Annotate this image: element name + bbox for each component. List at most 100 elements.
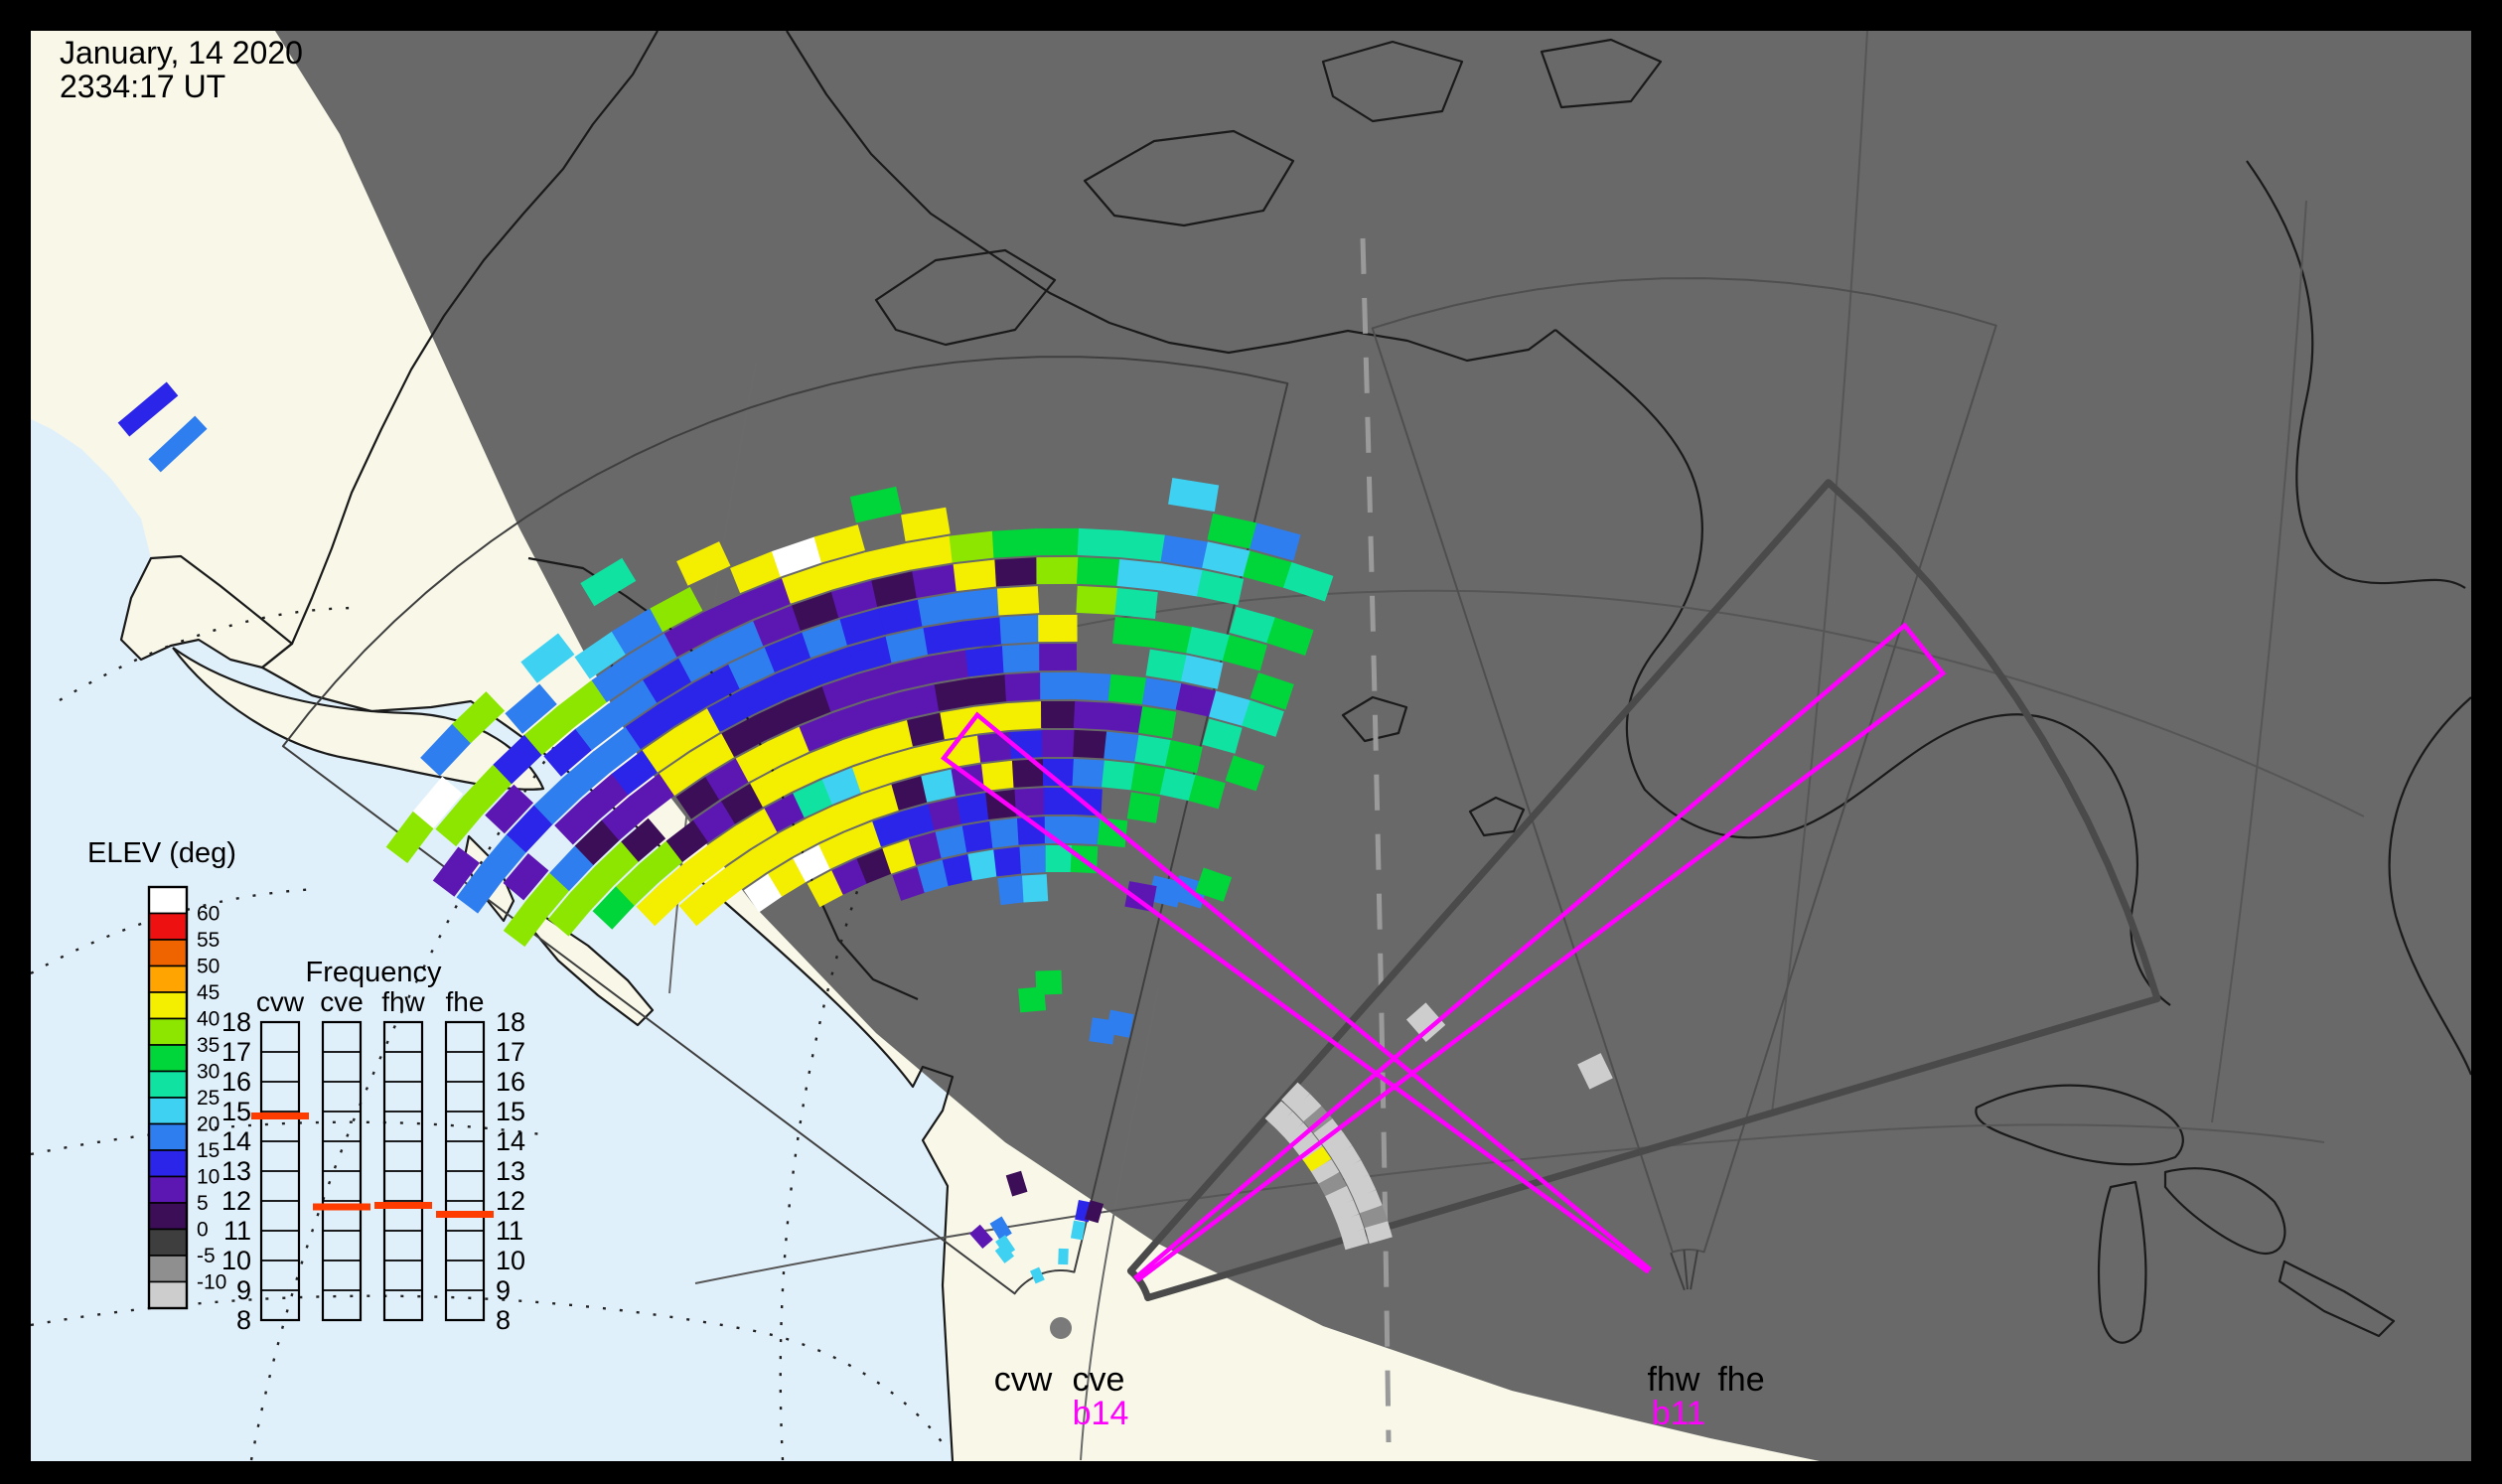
radar-cell: [1130, 763, 1166, 796]
beam-outline-b14: [1133, 622, 1947, 1283]
radar-cell: [874, 720, 915, 756]
radar-cell: [900, 804, 936, 838]
radar-cell: [595, 840, 641, 886]
radar-cell: [1207, 513, 1257, 549]
colorbar-tick-label: 45: [197, 981, 220, 1004]
radar-cell: [1112, 616, 1154, 648]
radar-cell: [709, 824, 753, 866]
radar-cell: [1156, 563, 1204, 597]
coastline: [1540, 38, 1663, 109]
radar-cell: [385, 811, 435, 864]
radar-cell: [1116, 558, 1162, 591]
radar-cell: [872, 812, 909, 847]
fan-outline-cvw-fov: [281, 356, 1289, 1295]
radar-cell: [1019, 845, 1048, 874]
radar-cell: [807, 870, 845, 908]
radar-cell: [782, 564, 832, 604]
radar-cell: [752, 833, 794, 873]
radar-cell: [1405, 1002, 1446, 1043]
fan-spoke: [1683, 1250, 1689, 1290]
colorbar-segment: [148, 1017, 188, 1046]
radar-cell: [792, 591, 841, 632]
radar-cell: [999, 615, 1041, 645]
colorbar-segment: [148, 1122, 188, 1151]
radar-cell: [1016, 816, 1047, 845]
radar-cell: [1043, 787, 1074, 816]
radar-cell: [627, 633, 679, 679]
colorbar-segment: [148, 1202, 188, 1231]
freq-tick-label-left: 11: [223, 1216, 251, 1246]
radar-site-dot: [1050, 1317, 1072, 1339]
beam-outline-b11: [941, 711, 1653, 1274]
radar-cell: [767, 726, 811, 767]
graticule-line: [1771, 31, 1868, 1113]
radar-cell: [1005, 1170, 1028, 1197]
radar-cell: [953, 559, 998, 592]
radar-cell: [520, 633, 575, 683]
radar-cell: [907, 712, 947, 747]
radar-cell: [1045, 844, 1073, 873]
radar-cell: [878, 599, 925, 635]
radar-cell: [702, 866, 744, 908]
radar-cell: [1021, 874, 1049, 903]
site-label-cvw: cvw: [994, 1361, 1053, 1399]
radar-cell: [1073, 729, 1107, 759]
radar-cell: [547, 891, 592, 937]
radar-cell: [1035, 527, 1080, 556]
radar-cell: [865, 691, 908, 728]
radar-cell: [967, 849, 998, 881]
colorbar-tick-label: 20: [197, 1113, 220, 1136]
beam-label-b14: b14: [1073, 1395, 1129, 1432]
radar-cell: [793, 779, 834, 818]
radar-cell: [1360, 1205, 1389, 1230]
radar-cell: [849, 486, 903, 523]
colorbar-tick-label: 30: [197, 1061, 220, 1084]
radar-cell: [856, 848, 893, 884]
radar-cell: [1058, 1248, 1069, 1265]
radar-cell: [640, 840, 684, 884]
radar-cell: [914, 741, 953, 775]
radar-cell: [549, 845, 595, 892]
radar-cell: [621, 817, 666, 862]
radar-cell: [806, 806, 845, 843]
radar-cell: [989, 1216, 1012, 1241]
radar-echo-cells: [117, 381, 1613, 1284]
radar-cell: [1225, 755, 1265, 792]
radar-cell: [1186, 626, 1231, 662]
radar-cell: [908, 831, 944, 866]
radar-cell: [435, 796, 485, 847]
radar-cell: [608, 679, 659, 726]
radar-cell: [977, 731, 1013, 763]
radar-cell: [810, 740, 853, 779]
radar-cell: [1085, 1200, 1104, 1224]
radar-cell: [554, 798, 602, 845]
landmass: [533, 916, 653, 1025]
radar-cell: [593, 726, 643, 773]
radar-cell: [935, 825, 968, 858]
radar-cell: [1105, 702, 1143, 733]
freq-column-label-cve: cve: [320, 986, 364, 1017]
radar-cell: [1188, 775, 1226, 810]
radar-cell: [689, 733, 736, 776]
radar-cell: [921, 769, 957, 803]
radar-cell: [1011, 759, 1045, 788]
radar-cell: [793, 844, 832, 883]
radar-cell: [715, 620, 766, 664]
radar-cell: [1137, 706, 1177, 739]
radar-cell: [771, 536, 823, 577]
radar-cell: [412, 776, 463, 829]
radar-cell: [642, 728, 690, 773]
radar-cell: [942, 853, 974, 887]
radar-cell: [1180, 655, 1224, 689]
radar-cell: [917, 592, 962, 627]
radar-cell: [570, 865, 616, 911]
colorbar-segment: [148, 912, 188, 941]
radar-cell: [463, 764, 514, 816]
site-label-fhe: fhe: [1717, 1361, 1764, 1399]
radar-cell: [1038, 614, 1078, 643]
radar-cell: [556, 679, 609, 728]
radar-cell: [776, 659, 822, 699]
radar-cell: [991, 528, 1038, 558]
